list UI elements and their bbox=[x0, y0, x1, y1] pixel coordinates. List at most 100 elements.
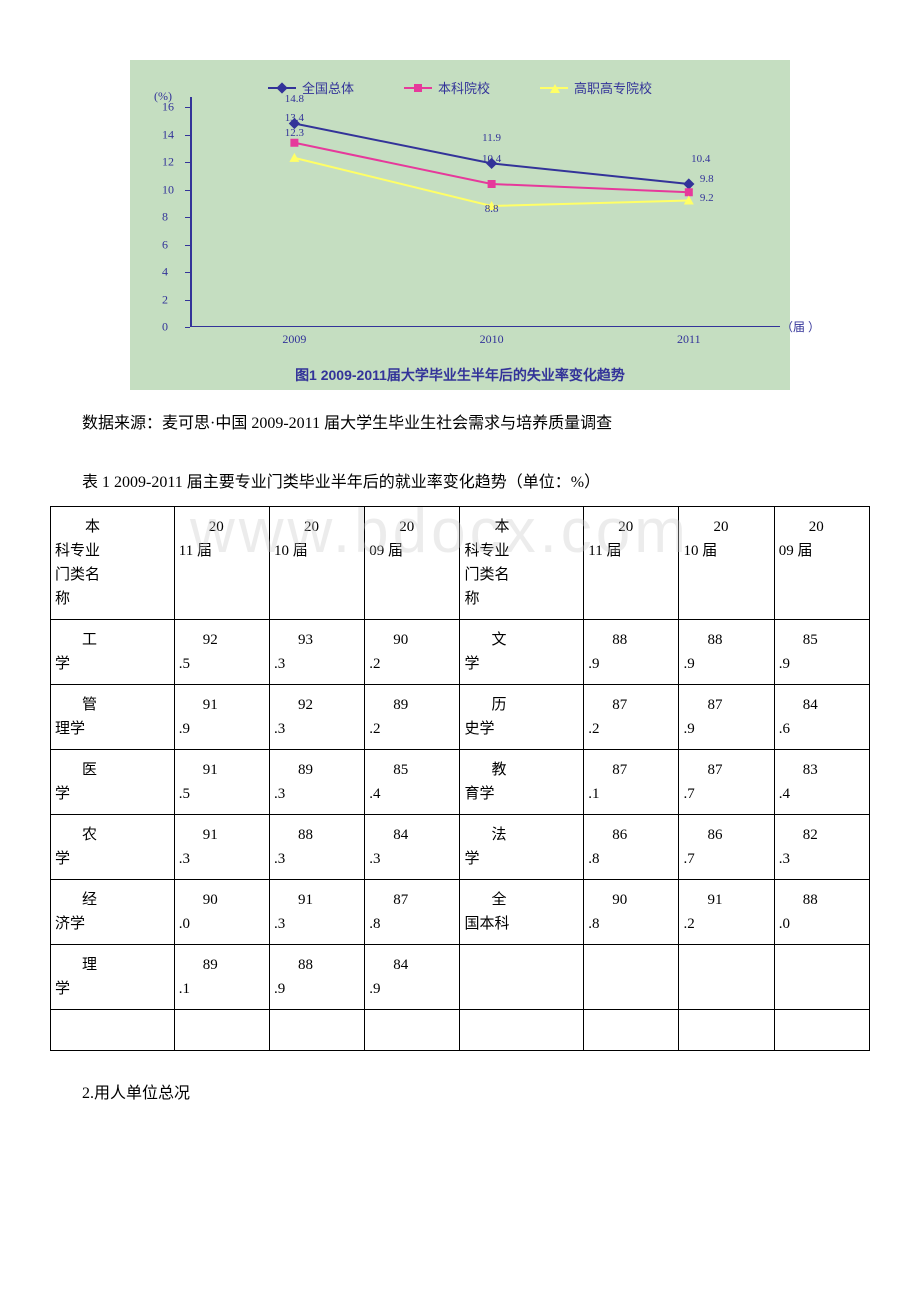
table-cell bbox=[460, 1009, 584, 1050]
y-tick-label: 2 bbox=[162, 292, 168, 307]
chart-plot-area: (%) （届 ） 024681012141620092010201114.811… bbox=[190, 107, 770, 327]
table-cell: 87.2 bbox=[584, 684, 679, 749]
x-tick-label: 2009 bbox=[282, 332, 306, 347]
unemployment-chart: 全国总体 本科院校 高职高专院校 (%) （届 ） 0246810121416200… bbox=[130, 60, 790, 390]
table-cell: 87.8 bbox=[365, 879, 460, 944]
table-cell: 历史学 bbox=[460, 684, 584, 749]
table-cell: 管理学 bbox=[51, 684, 175, 749]
table-cell: 86.7 bbox=[679, 814, 774, 879]
table-cell: 92.5 bbox=[174, 619, 269, 684]
table-cell: 88.0 bbox=[774, 879, 869, 944]
y-tick-label: 6 bbox=[162, 237, 168, 252]
table-row: 理学89.188.984.9 bbox=[51, 944, 870, 1009]
y-tick-label: 0 bbox=[162, 320, 168, 335]
y-tick-label: 4 bbox=[162, 265, 168, 280]
table-cell bbox=[679, 944, 774, 1009]
legend-item: 本科院校 bbox=[404, 78, 490, 97]
table-cell: 88.9 bbox=[270, 944, 365, 1009]
legend-label: 本科院校 bbox=[438, 78, 490, 97]
data-label: 13.4 bbox=[285, 112, 304, 124]
table-cell: 经济学 bbox=[51, 879, 175, 944]
table-row bbox=[51, 1009, 870, 1050]
table-cell: 93.3 bbox=[270, 619, 365, 684]
table-cell: 84.6 bbox=[774, 684, 869, 749]
data-label: 14.8 bbox=[285, 93, 304, 105]
table-header: 2011 届 bbox=[174, 506, 269, 619]
table-cell bbox=[774, 1009, 869, 1050]
table-wrap: www.bdocx.com 本科专业门类名称 2011 届 2010 届 200… bbox=[50, 506, 870, 1051]
table-row: 医学91.589.385.4教育学87.187.783.4 bbox=[51, 749, 870, 814]
table-cell: 90.0 bbox=[174, 879, 269, 944]
table-cell: 工学 bbox=[51, 619, 175, 684]
table-cell bbox=[51, 1009, 175, 1050]
chart-lines bbox=[190, 107, 770, 327]
table-cell: 91.3 bbox=[270, 879, 365, 944]
table-cell: 87.9 bbox=[679, 684, 774, 749]
table-cell: 88.9 bbox=[584, 619, 679, 684]
table-header: 2009 届 bbox=[774, 506, 869, 619]
table-cell: 89.2 bbox=[365, 684, 460, 749]
table-cell bbox=[174, 1009, 269, 1050]
table-cell: 90.2 bbox=[365, 619, 460, 684]
table-row: 农学91.388.384.3法学86.886.782.3 bbox=[51, 814, 870, 879]
table-header: 2010 届 bbox=[270, 506, 365, 619]
table-header: 本科专业门类名称 bbox=[51, 506, 175, 619]
table-row: 工学92.593.390.2文学88.988.985.9 bbox=[51, 619, 870, 684]
table-cell bbox=[679, 1009, 774, 1050]
table-cell: 法学 bbox=[460, 814, 584, 879]
table-cell: 83.4 bbox=[774, 749, 869, 814]
legend-label: 高职高专院校 bbox=[574, 78, 652, 97]
table-cell: 85.4 bbox=[365, 749, 460, 814]
y-tick-label: 12 bbox=[162, 155, 174, 170]
x-axis-title: （届 ） bbox=[781, 318, 820, 335]
table-cell bbox=[584, 944, 679, 1009]
table-cell: 84.3 bbox=[365, 814, 460, 879]
data-label: 9.2 bbox=[700, 192, 714, 204]
table-cell: 教育学 bbox=[460, 749, 584, 814]
table-cell: 88.9 bbox=[679, 619, 774, 684]
table-cell: 91.9 bbox=[174, 684, 269, 749]
table-caption: 表 1 2009-2011 届主要专业门类毕业半年后的就业率变化趋势（单位：%） bbox=[50, 469, 870, 498]
table-cell: 84.9 bbox=[365, 944, 460, 1009]
table-cell: 90.8 bbox=[584, 879, 679, 944]
data-label: 12.3 bbox=[285, 127, 304, 139]
data-label: 11.9 bbox=[482, 133, 501, 145]
y-tick-label: 14 bbox=[162, 127, 174, 142]
table-cell: 85.9 bbox=[774, 619, 869, 684]
y-tick-label: 10 bbox=[162, 182, 174, 197]
table-cell: 全国本科 bbox=[460, 879, 584, 944]
table-cell: 91.3 bbox=[174, 814, 269, 879]
table-cell: 89.1 bbox=[174, 944, 269, 1009]
chart-source: 数据来源：麦可思·中国 2009-2011 届大学生毕业生社会需求与培养质量调查 bbox=[50, 410, 870, 439]
y-tick-label: 8 bbox=[162, 210, 168, 225]
employment-table: 本科专业门类名称 2011 届 2010 届 2009 届 本科专业门类名称 2… bbox=[50, 506, 870, 1051]
table-cell bbox=[774, 944, 869, 1009]
chart-subtitle: 图1 2009-2011届大学毕业生半年后的失业率变化趋势 bbox=[150, 365, 770, 385]
table-cell: 89.3 bbox=[270, 749, 365, 814]
x-tick-label: 2011 bbox=[677, 332, 701, 347]
y-tick-label: 16 bbox=[162, 100, 174, 115]
table-cell: 91.2 bbox=[679, 879, 774, 944]
table-header: 2010 届 bbox=[679, 506, 774, 619]
table-header: 本科专业门类名称 bbox=[460, 506, 584, 619]
table-header: 2011 届 bbox=[584, 506, 679, 619]
table-cell: 87.1 bbox=[584, 749, 679, 814]
table-row: 管理学91.992.389.2历史学87.287.984.6 bbox=[51, 684, 870, 749]
legend-item: 全国总体 bbox=[268, 78, 354, 97]
section-heading: 2.用人单位总况 bbox=[50, 1079, 870, 1103]
table-cell: 医学 bbox=[51, 749, 175, 814]
data-label: 9.8 bbox=[700, 173, 714, 185]
table-cell: 86.8 bbox=[584, 814, 679, 879]
table-cell: 农学 bbox=[51, 814, 175, 879]
data-label: 8.8 bbox=[485, 203, 499, 215]
table-cell: 理学 bbox=[51, 944, 175, 1009]
table-cell: 87.7 bbox=[679, 749, 774, 814]
table-cell bbox=[365, 1009, 460, 1050]
table-cell: 82.3 bbox=[774, 814, 869, 879]
legend-item: 高职高专院校 bbox=[540, 78, 652, 97]
legend-label: 全国总体 bbox=[302, 78, 354, 97]
table-cell: 文学 bbox=[460, 619, 584, 684]
x-tick-label: 2010 bbox=[480, 332, 504, 347]
data-label: 10.4 bbox=[691, 153, 710, 165]
table-cell: 92.3 bbox=[270, 684, 365, 749]
